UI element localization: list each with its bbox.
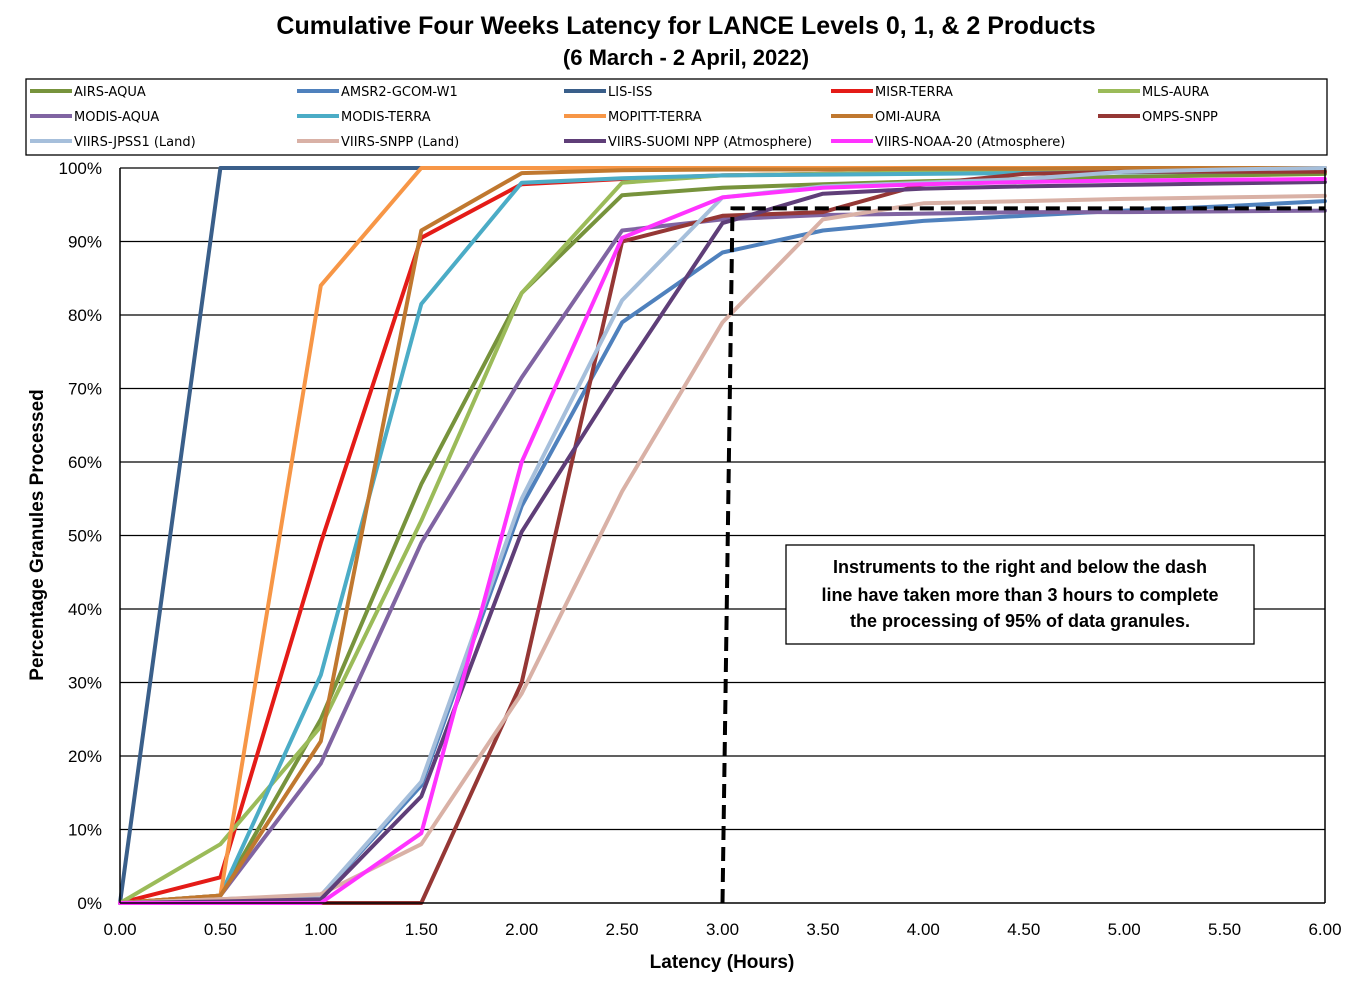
threshold-dashed-line [720, 206, 1325, 904]
legend-label-viirs-noaa-20-atmosphere: VIIRS-NOAA-20 (Atmosphere) [875, 135, 1065, 150]
annotation-box: Instruments to the right and below the d… [785, 544, 1255, 645]
series-line-airs-aqua [118, 171, 1327, 905]
x-tick-label: 4.50 [1007, 920, 1040, 939]
legend-label-amsr2-gcom-w1: AMSR2-GCOM-W1 [341, 85, 458, 100]
chart-title: Cumulative Four Weeks Latency for LANCE … [276, 12, 1095, 40]
x-tick-labels: 0.00 0.50 1.00 1.50 2.00 2.50 3.00 3.50 4.00 4.50… [103, 920, 1341, 939]
y-tick-label: 30% [68, 674, 102, 693]
x-tick-label: 5.00 [1108, 920, 1141, 939]
x-tick-label: 0.50 [204, 920, 237, 939]
y-tick-label: 40% [68, 600, 102, 619]
plot-area [118, 166, 1327, 905]
y-axis-label: Percentage Granules Processed [27, 389, 48, 680]
legend-label-viirs-jpss1-land: VIIRS-JPSS1 (Land) [74, 135, 196, 150]
x-tick-label: 3.50 [806, 920, 839, 939]
x-tick-label: 6.00 [1308, 920, 1341, 939]
annotation-line-2: line have taken more than 3 hours to com… [821, 585, 1218, 605]
x-tick-label: 2.50 [606, 920, 639, 939]
x-tick-label: 0.00 [103, 920, 136, 939]
legend-label-mls-aura: MLS-AURA [1142, 85, 1209, 100]
x-tick-label: 3.00 [706, 920, 739, 939]
legend-label-viirs-suomi-npp-atmosphere: VIIRS-SUOMI NPP (Atmosphere) [608, 135, 812, 150]
y-tick-label: 50% [68, 527, 102, 546]
x-tick-label: 5.50 [1208, 920, 1241, 939]
legend-label-omps-snpp: OMPS-SNPP [1142, 110, 1218, 125]
y-tick-label: 100% [59, 159, 102, 178]
x-axis-label: Latency (Hours) [650, 952, 795, 973]
legend-label-omi-aura: OMI-AURA [875, 110, 941, 125]
annotation-line-1: Instruments to the right and below the d… [833, 557, 1207, 577]
series-line-viirs-snpp-land [118, 193, 1327, 905]
chart-subtitle: (6 March - 2 April, 2022) [563, 45, 809, 70]
series-lines [118, 166, 1327, 905]
legend-label-modis-aqua: MODIS-AQUA [74, 110, 159, 125]
series-line-omi-aura [118, 166, 1327, 905]
legend-label-misr-terra: MISR-TERRA [875, 85, 953, 100]
x-tick-label: 4.00 [907, 920, 940, 939]
y-tick-label: 60% [68, 453, 102, 472]
y-tick-label: 10% [68, 821, 102, 840]
series-line-modis-aqua [118, 208, 1327, 905]
legend-label-airs-aqua: AIRS-AQUA [74, 85, 146, 100]
annotation-line-3: the processing of 95% of data granules. [850, 611, 1190, 631]
y-tick-label: 90% [68, 233, 102, 252]
series-line-viirs-suomi-npp-atmosphere [118, 180, 1327, 905]
y-tick-labels: 0% 10% 20% 30% 40% 50% 60% 70% 80% 90% 100% [59, 159, 102, 913]
legend-label-lis-iss: LIS-ISS [608, 85, 652, 100]
legend-label-mopitt-terra: MOPITT-TERRA [608, 110, 702, 125]
x-tick-label: 1.50 [405, 920, 438, 939]
legend-label-modis-terra: MODIS-TERRA [341, 110, 431, 125]
x-tick-label: 1.00 [304, 920, 337, 939]
legend-label-viirs-snpp-land: VIIRS-SNPP (Land) [341, 135, 459, 150]
x-tick-label: 2.00 [505, 920, 538, 939]
y-tick-label: 0% [77, 894, 102, 913]
y-tick-label: 70% [68, 380, 102, 399]
y-tick-label: 80% [68, 306, 102, 325]
legend: AIRS-AQUA AMSR2-GCOM-W1 LIS-ISS MISR-TERRA M… [25, 78, 1328, 156]
y-tick-label: 20% [68, 747, 102, 766]
annotation-frame [785, 544, 1255, 645]
